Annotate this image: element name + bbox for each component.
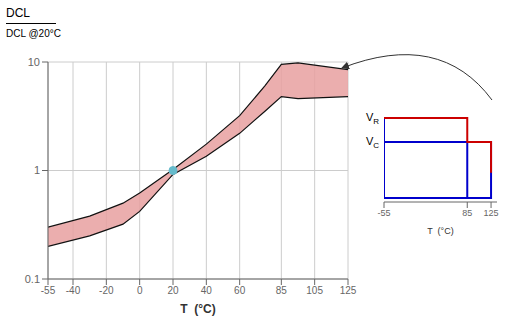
- svg-text:-55: -55: [41, 285, 56, 296]
- svg-text:1: 1: [34, 164, 40, 176]
- svg-text:10: 10: [28, 56, 40, 68]
- svg-text:T (°C): T (°C): [180, 302, 215, 316]
- svg-text:0: 0: [137, 285, 143, 296]
- svg-text:40: 40: [201, 285, 213, 296]
- svg-text:20: 20: [167, 285, 179, 296]
- svg-text:VC: VC: [366, 135, 379, 150]
- svg-text:125: 125: [484, 208, 499, 218]
- svg-text:105: 105: [306, 285, 323, 296]
- svg-text:85: 85: [462, 208, 472, 218]
- svg-text:85: 85: [276, 285, 288, 296]
- svg-text:0.1: 0.1: [25, 273, 40, 285]
- svg-text:-55: -55: [377, 208, 390, 218]
- html-text:DCL @20°C: DCL @20°C: [6, 28, 61, 39]
- svg-text:-40: -40: [66, 285, 81, 296]
- svg-text:T (°C): T (°C): [427, 226, 453, 236]
- html-text:DCL: DCL: [6, 6, 30, 20]
- svg-text:VR: VR: [366, 111, 379, 126]
- svg-text:125: 125: [340, 285, 357, 296]
- svg-text:60: 60: [234, 285, 246, 296]
- svg-text:-20: -20: [99, 285, 114, 296]
